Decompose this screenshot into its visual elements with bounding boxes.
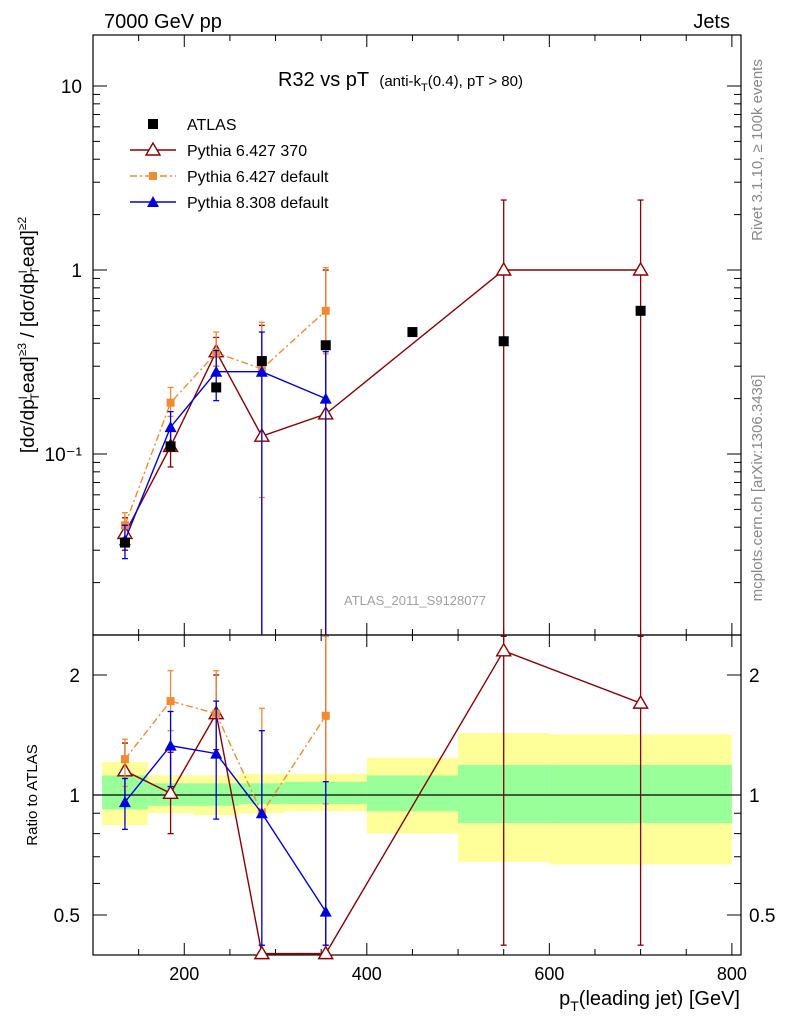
legend-marker-1 bbox=[149, 172, 157, 180]
series-2-point-3 bbox=[255, 365, 268, 377]
series-0-point-6 bbox=[632, 261, 649, 276]
chart-title: R32 vs pT (anti-kT(0.4), pT > 80) bbox=[278, 69, 523, 94]
atlas-point-4 bbox=[320, 340, 331, 351]
mcplots-label: mcplots.cern.ch [arXiv:1306.3436] bbox=[749, 375, 766, 602]
atlas-data bbox=[119, 305, 646, 548]
series-2 bbox=[118, 331, 332, 946]
ratio-tick-label-left-0: 0.5 bbox=[54, 906, 80, 927]
series-2-ratio-point-2 bbox=[210, 747, 223, 759]
header-right: Jets bbox=[693, 11, 730, 33]
ylabel-part-4: ≥3 bbox=[15, 343, 29, 357]
series-1-ratio-point-4 bbox=[321, 711, 330, 720]
analysis-watermark: ATLAS_2011_S9128077 bbox=[344, 593, 486, 608]
atlas-point-0 bbox=[119, 537, 130, 548]
ratio-tick-label-right-0: 0.5 bbox=[749, 906, 775, 927]
legend-label-pythia8-default: Pythia 8.308 default bbox=[187, 195, 329, 212]
atlas-point-6 bbox=[498, 336, 509, 347]
legend-label-atlas: ATLAS bbox=[187, 117, 237, 134]
y-axis-label: [dσ/dplTead]≥3 / [dσ/dplTead]≥2 bbox=[15, 217, 42, 454]
legend-label-pythia6-default: Pythia 6.427 default bbox=[187, 169, 329, 186]
series-1-ratio-point-1 bbox=[166, 697, 175, 706]
ylabel-part-9: ≥2 bbox=[15, 217, 29, 231]
series-0-ratio-point-6 bbox=[632, 694, 649, 709]
title-sub-rest: (0.4), pT > 80) bbox=[428, 73, 523, 90]
legend-marker-2 bbox=[147, 196, 159, 207]
series-2-point-4 bbox=[319, 392, 332, 404]
title-sub: (anti-k bbox=[379, 73, 421, 90]
xlabel-rest: (leading jet) [GeV] bbox=[579, 988, 740, 1010]
title-main: R32 vs pT bbox=[278, 69, 369, 91]
series-2-ratio-line bbox=[124, 744, 327, 912]
xlabel-sub: T bbox=[570, 998, 579, 1014]
ratio-tick-label-right-1: 1 bbox=[749, 786, 760, 807]
atlas-point-1 bbox=[165, 441, 176, 452]
header-left: 7000 GeV pp bbox=[104, 11, 222, 33]
series-1-ratio-point-0 bbox=[120, 755, 129, 764]
legend-marker-atlas bbox=[148, 119, 158, 129]
y-tick-label-0: 10⁻¹ bbox=[45, 445, 83, 466]
series-2-ratio-point-0 bbox=[118, 796, 131, 808]
series-2-point-1 bbox=[164, 421, 177, 433]
series-0-ratio-point-5 bbox=[495, 642, 512, 657]
ylabel-part-6: l bbox=[16, 270, 30, 273]
ylabel-part-1: l bbox=[16, 397, 30, 400]
x-tick-label-800: 800 bbox=[717, 964, 747, 984]
series-2-ratio-point-1 bbox=[164, 739, 177, 751]
atlas-point-2 bbox=[211, 382, 222, 393]
legend: ATLAS Pythia 6.427 370 Pythia 6.427 defa… bbox=[130, 117, 329, 212]
x-tick-label-200: 200 bbox=[169, 964, 199, 984]
series-0-ratio-point-4 bbox=[317, 945, 334, 960]
ylabel-part-0: [dσ/dp bbox=[18, 399, 39, 453]
ylabel-part-5: / [dσ/dp bbox=[18, 273, 39, 343]
ratio-tick-label-right-2: 2 bbox=[749, 666, 760, 687]
rivet-label: Rivet 3.1.10, ≥ 100k events bbox=[749, 59, 766, 241]
series-0-ratio-point-3 bbox=[253, 945, 271, 960]
ylabel-part-3: ead] bbox=[18, 356, 39, 393]
legend-marker-0 bbox=[144, 141, 162, 156]
ylabel-part-2: T bbox=[28, 393, 42, 401]
y-tick-label-2: 10 bbox=[61, 77, 82, 98]
series-1-point-4 bbox=[321, 306, 330, 315]
ylabel-part-7: T bbox=[28, 266, 42, 274]
series-2-point-2 bbox=[210, 365, 223, 377]
series-0-point-5 bbox=[495, 261, 512, 276]
x-axis-label: pT(leading jet) [GeV] bbox=[559, 988, 740, 1014]
atlas-point-5 bbox=[407, 327, 418, 338]
ratio-y-axis-label: Ratio to ATLAS bbox=[24, 744, 41, 845]
ratio-tick-label-left-1: 1 bbox=[69, 786, 80, 807]
series-1-point-1 bbox=[166, 398, 175, 407]
xlabel-main: p bbox=[559, 988, 570, 1010]
series-0-ratio-point-1 bbox=[162, 784, 179, 799]
axis-ticks: 200 400 600 800 10⁻¹ 1 10 0.5 0.5 1 1 2 2 bbox=[45, 35, 775, 984]
series-1-line bbox=[124, 310, 327, 526]
series-2-ratio-point-3 bbox=[255, 807, 268, 819]
series-0-line bbox=[124, 269, 641, 534]
ylabel-part-8: ead] bbox=[18, 230, 39, 267]
title-sub-index: T bbox=[421, 82, 428, 94]
series-layer bbox=[116, 199, 649, 960]
series-2-line bbox=[124, 371, 327, 541]
atlas-point-7 bbox=[635, 305, 646, 316]
atlas-point-3 bbox=[256, 356, 267, 367]
series-2-ratio-point-4 bbox=[319, 905, 332, 917]
y-tick-label-1: 1 bbox=[71, 261, 82, 282]
x-tick-label-600: 600 bbox=[534, 964, 564, 984]
legend-label-pythia6-370: Pythia 6.427 370 bbox=[187, 143, 307, 160]
x-tick-label-400: 400 bbox=[352, 964, 382, 984]
ratio-tick-label-left-2: 2 bbox=[69, 666, 80, 687]
